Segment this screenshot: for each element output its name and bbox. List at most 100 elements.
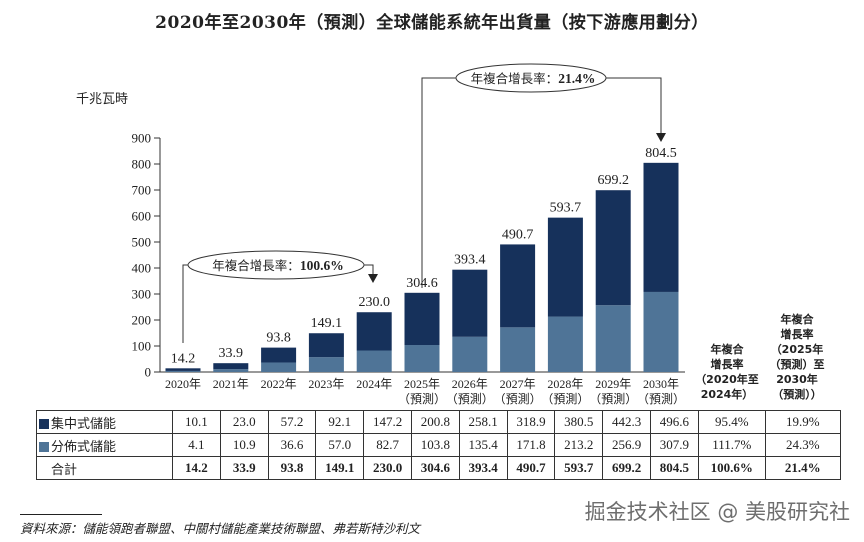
source-note: 資料來源：儲能領跑者聯盟、中關村儲能產業技術聯盟、弗若斯特沙利文 (20, 521, 421, 536)
table-cell: 33.9 (219, 456, 269, 480)
x-tick-label: 2024年 (356, 377, 392, 391)
bar-segment (643, 291, 679, 372)
table-cell: 200.8 (410, 410, 460, 434)
arrow-down-icon (656, 133, 666, 142)
x-tick-note: （預測） (637, 392, 685, 406)
table-cell: 230.0 (363, 456, 412, 480)
table-cell: 82.7 (363, 433, 412, 457)
y-tick-label: 800 (132, 157, 152, 172)
table-cell: 490.7 (506, 456, 556, 480)
legend-swatch (39, 418, 49, 429)
bar-segment (452, 269, 488, 337)
y-tick-label: 900 (132, 131, 152, 146)
table-cell: 593.7 (554, 456, 604, 480)
table-cell: 36.6 (267, 433, 317, 457)
y-tick-label: 600 (132, 209, 152, 224)
cagr-connector-right (606, 77, 662, 134)
table-cell: 57.0 (315, 433, 365, 457)
total-value-label: 230.0 (358, 295, 390, 310)
x-tick-label: 2030年 (643, 377, 679, 391)
bar-segment (595, 190, 631, 306)
total-value-label: 93.8 (266, 331, 291, 346)
total-value-label: 593.7 (550, 201, 582, 216)
row-label: 合計 (36, 456, 173, 480)
x-tick-note: （預測） (494, 392, 542, 406)
table-cell: 213.2 (554, 433, 604, 457)
bar-segment (261, 347, 297, 363)
table-cell: 93.8 (267, 456, 317, 480)
x-tick-note: （預測） (398, 392, 446, 406)
bar-segment (308, 357, 344, 372)
bar-segment (356, 350, 392, 372)
table-cell: 10.1 (172, 410, 221, 434)
bar-segment (452, 336, 488, 372)
arrow-down-icon (368, 274, 378, 283)
cagr-header-2020-2024: 年複合 增長率 （2020年至 2024年） (695, 343, 759, 401)
cagr-cell-2020-2024: 111.7% (697, 433, 766, 457)
bar-segment (213, 363, 249, 370)
stacked-bar-chart: 0 100 200 300 400 500 600 700 800 900 14.2 33.9 93.… (132, 63, 685, 406)
cagr-connector-left (182, 264, 188, 343)
x-tick-label: 2022年 (261, 377, 297, 391)
bar-segment (500, 244, 536, 328)
bar-segment (404, 292, 440, 346)
cagr-label: 年複合增長率：100.6% (212, 258, 343, 273)
y-axis-unit-label: 千兆瓦時 (76, 92, 129, 107)
table-cell: 4.1 (172, 433, 221, 457)
table-cell: 171.8 (506, 433, 556, 457)
cagr-cell-2025-2030: 24.3% (764, 433, 841, 457)
data-table: 集中式儲能 10.1 23.0 57.2 92.1 147.2 200.8 258.1 318.… (36, 410, 841, 480)
table-row: 合計 14.2 33.9 93.8 149.1 230.0 304.6 393.4 490.7 5… (36, 456, 841, 480)
x-tick-label: 2029年 (595, 377, 631, 391)
y-tick-label: 200 (132, 313, 152, 328)
x-tick-note: （預測） (541, 392, 589, 406)
source-divider (20, 514, 102, 515)
cagr-cell-2020-2024: 100.6% (697, 456, 766, 480)
total-value-label: 393.4 (454, 253, 486, 268)
bar-segment (500, 327, 536, 372)
table-cell: 147.2 (363, 410, 412, 434)
bar-segment (308, 333, 344, 358)
x-tick-note: （預測） (589, 392, 637, 406)
table-cell: 442.3 (602, 410, 651, 434)
table-cell: 256.9 (602, 433, 651, 457)
table-cell: 149.1 (315, 456, 365, 480)
x-tick-label: 2027年 (500, 377, 536, 391)
x-axis-labels: 2020年 2021年 2022年 2023年 2024年 2025年（預測）2026年（… (165, 377, 685, 406)
bars (165, 162, 679, 372)
x-tick-note: （預測） (446, 392, 494, 406)
y-tick-label: 400 (132, 261, 152, 276)
total-value-label: 490.7 (502, 227, 534, 242)
table-cell: 23.0 (219, 410, 269, 434)
table-cell: 307.9 (649, 433, 699, 457)
y-tick-label: 500 (132, 235, 152, 250)
table-row: 分佈式儲能 4.1 10.9 36.6 57.0 82.7 103.8 135.4 171.8 2… (36, 433, 841, 457)
y-tick-label: 700 (132, 183, 152, 198)
cagr-cell-2020-2024: 95.4% (697, 410, 766, 434)
bar-segment (356, 312, 392, 351)
row-label: 分佈式儲能 (36, 433, 173, 457)
table-cell: 14.2 (172, 456, 221, 480)
bar-segment (547, 217, 583, 317)
table-row: 集中式儲能 10.1 23.0 57.2 92.1 147.2 200.8 258.1 318.… (36, 410, 841, 434)
row-label-text: 合計 (51, 462, 78, 478)
cagr-cell-2025-2030: 19.9% (764, 410, 841, 434)
total-value-label: 14.2 (171, 351, 196, 366)
x-tick-label: 2020年 (165, 377, 201, 391)
table-cell: 699.2 (602, 456, 651, 480)
y-tick-label: 100 (132, 339, 152, 354)
table-cell: 135.4 (458, 433, 508, 457)
cagr-connector-left (421, 77, 456, 288)
cagr-cell-2025-2030: 21.4% (764, 456, 841, 480)
cagr-connector-right (364, 264, 374, 275)
bar-segment (643, 162, 679, 292)
chart-title: 2020年至2030年（預測）全球儲能系統年出貨量（按下游應用劃分） (155, 13, 709, 33)
total-value-label: 33.9 (219, 346, 244, 361)
total-value-label: 149.1 (311, 316, 343, 331)
x-tick-label: 2026年 (452, 377, 488, 391)
cagr-ellipse (187, 250, 365, 280)
table-cell: 92.1 (315, 410, 365, 434)
bar-segment (213, 369, 249, 372)
value-labels: 14.2 33.993.8149.1230.0304.6393.4490.7593… (171, 146, 677, 366)
table-cell: 380.5 (554, 410, 604, 434)
